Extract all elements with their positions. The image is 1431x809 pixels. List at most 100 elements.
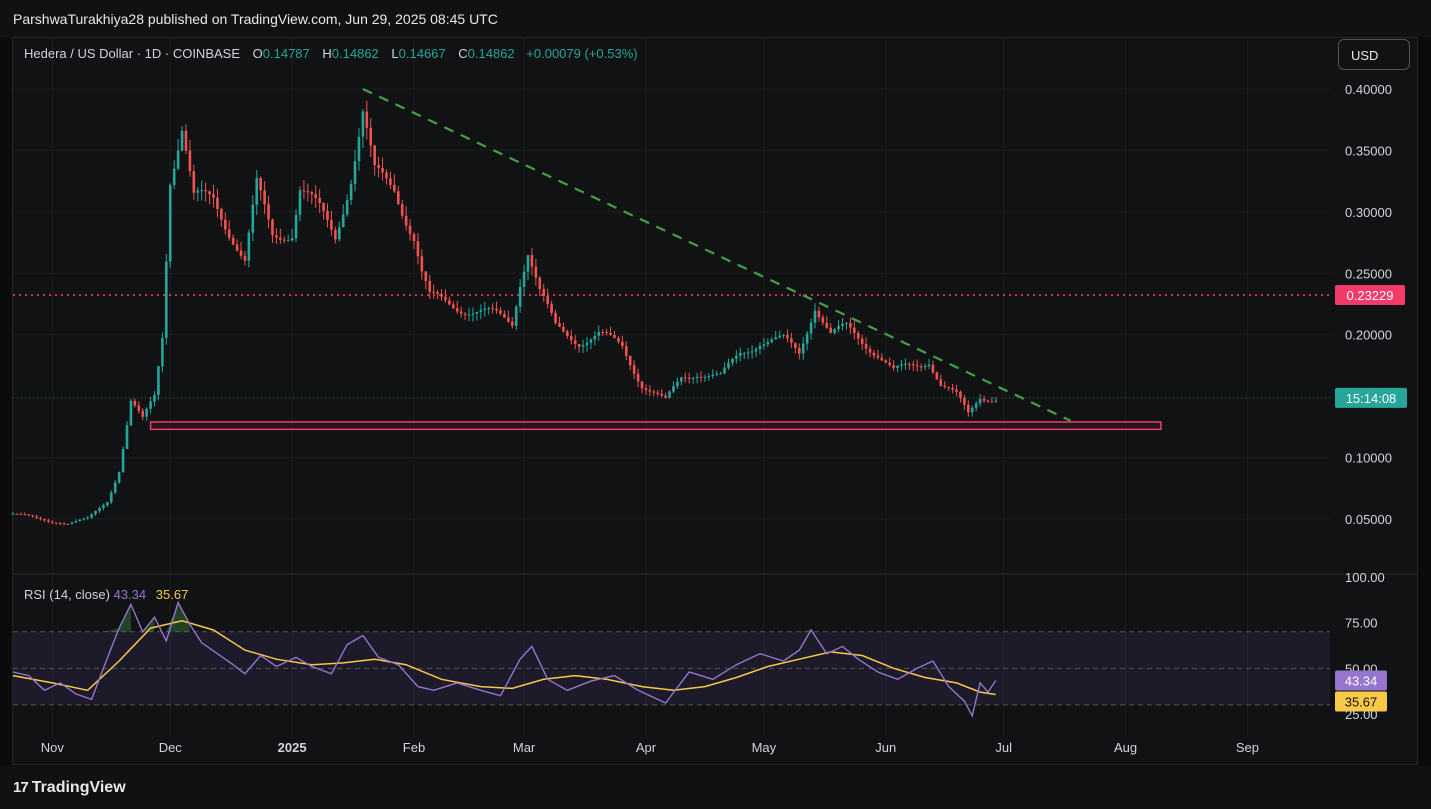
candle-body <box>377 165 380 168</box>
candle-body <box>436 292 439 294</box>
candle-body <box>357 136 361 162</box>
candle-body <box>11 513 15 515</box>
candle-body <box>235 244 239 251</box>
symbol-name[interactable]: Hedera / US Dollar · 1D · COINBASE <box>24 46 241 61</box>
support-zone[interactable] <box>149 421 1162 431</box>
candle-body <box>444 296 447 301</box>
time-tick-label: Dec <box>159 740 183 755</box>
candle-body <box>794 342 797 349</box>
candle-body <box>176 150 180 169</box>
time-tick-label: Jun <box>875 740 896 755</box>
rsi-overbought-fill <box>103 628 120 632</box>
candle-body <box>373 145 376 166</box>
rsi-line[interactable] <box>12 600 997 718</box>
candle-body <box>349 183 353 200</box>
candle-body <box>703 376 707 378</box>
tradingview-logo[interactable]: 17 TradingView <box>13 779 126 797</box>
candle-body <box>23 514 27 516</box>
candle-body <box>499 310 502 314</box>
candle-body <box>47 520 50 522</box>
time-tick-label: Aug <box>1114 740 1137 755</box>
change-value: +0.00079 (+0.53%) <box>526 46 638 61</box>
candle-body <box>813 310 817 323</box>
candle-body <box>200 190 204 192</box>
candle-body <box>172 168 176 185</box>
candle-body <box>113 482 117 493</box>
candle-body <box>518 286 522 307</box>
candle-body <box>530 255 534 267</box>
candle-body <box>341 214 345 228</box>
candle-body <box>900 364 903 366</box>
candle-body <box>569 335 573 341</box>
candle-body <box>581 345 585 347</box>
price-tick-label: 0.20000 <box>1345 328 1392 343</box>
candle-body <box>593 335 597 340</box>
candle-body <box>318 197 321 203</box>
candle-body <box>117 472 121 483</box>
candle-body <box>797 348 801 354</box>
candle-body <box>943 385 947 387</box>
candle-body <box>428 281 432 292</box>
candle-body <box>251 204 255 233</box>
price-tick-label: 0.25000 <box>1345 266 1392 281</box>
candle-body <box>750 351 754 353</box>
candle-body <box>455 308 459 312</box>
candle-body <box>742 352 746 354</box>
candle-body <box>463 313 467 315</box>
candle-body <box>927 364 931 367</box>
candle-body <box>239 250 243 256</box>
candle-body <box>389 178 392 185</box>
candle-body <box>365 111 369 128</box>
candle-body <box>420 256 424 272</box>
candle-body <box>408 225 412 235</box>
candle-body <box>955 389 958 392</box>
candle-body <box>982 399 986 401</box>
candle-body <box>133 400 137 406</box>
candle-body <box>534 266 538 278</box>
candle-body <box>727 362 730 368</box>
candle-body <box>573 340 577 345</box>
price-tick-label: 0.10000 <box>1345 451 1392 466</box>
chart-area[interactable] <box>12 37 1418 765</box>
countdown-badge <box>1335 387 1407 408</box>
candle-body <box>503 313 506 318</box>
candle-body <box>864 343 868 349</box>
candle-body <box>361 111 365 137</box>
rsi-label[interactable]: RSI (14, close) <box>24 587 110 602</box>
candle-body <box>687 377 691 379</box>
candle-body <box>735 355 738 359</box>
candle-body <box>872 352 876 356</box>
candle-body <box>856 332 860 339</box>
top-bar: ParshwaTurakhiya28 published on TradingV… <box>0 0 1431 37</box>
time-tick-label: 2025 <box>278 740 307 755</box>
candle-body <box>640 381 644 389</box>
candle-body <box>624 346 628 356</box>
candle-body <box>762 344 766 346</box>
candle-body <box>452 304 455 309</box>
candle-body <box>62 523 66 525</box>
time-tick-label: Nov <box>41 740 65 755</box>
candle-body <box>554 312 557 324</box>
candle-body <box>294 214 298 239</box>
candle-body <box>70 522 74 525</box>
currency-button[interactable]: USD <box>1338 39 1410 70</box>
candle-body <box>766 341 770 345</box>
rsi-tick-label: 100.00 <box>1345 570 1385 585</box>
candle-body <box>192 171 196 193</box>
candle-body <box>711 374 715 376</box>
resistance-price-badge <box>1335 285 1405 306</box>
candle-body <box>754 349 758 352</box>
candle-body <box>884 360 888 363</box>
candle-body <box>302 190 306 192</box>
candle-body <box>526 255 530 272</box>
descending-trendline[interactable] <box>362 88 1071 422</box>
rsi-ma-line[interactable] <box>12 620 996 696</box>
candle-body <box>978 399 982 404</box>
candle-body <box>719 373 722 375</box>
candle-body <box>514 306 518 326</box>
candle-body <box>774 337 777 340</box>
candle-body <box>227 229 231 238</box>
candle-body <box>668 391 671 398</box>
candle-body <box>888 362 891 366</box>
